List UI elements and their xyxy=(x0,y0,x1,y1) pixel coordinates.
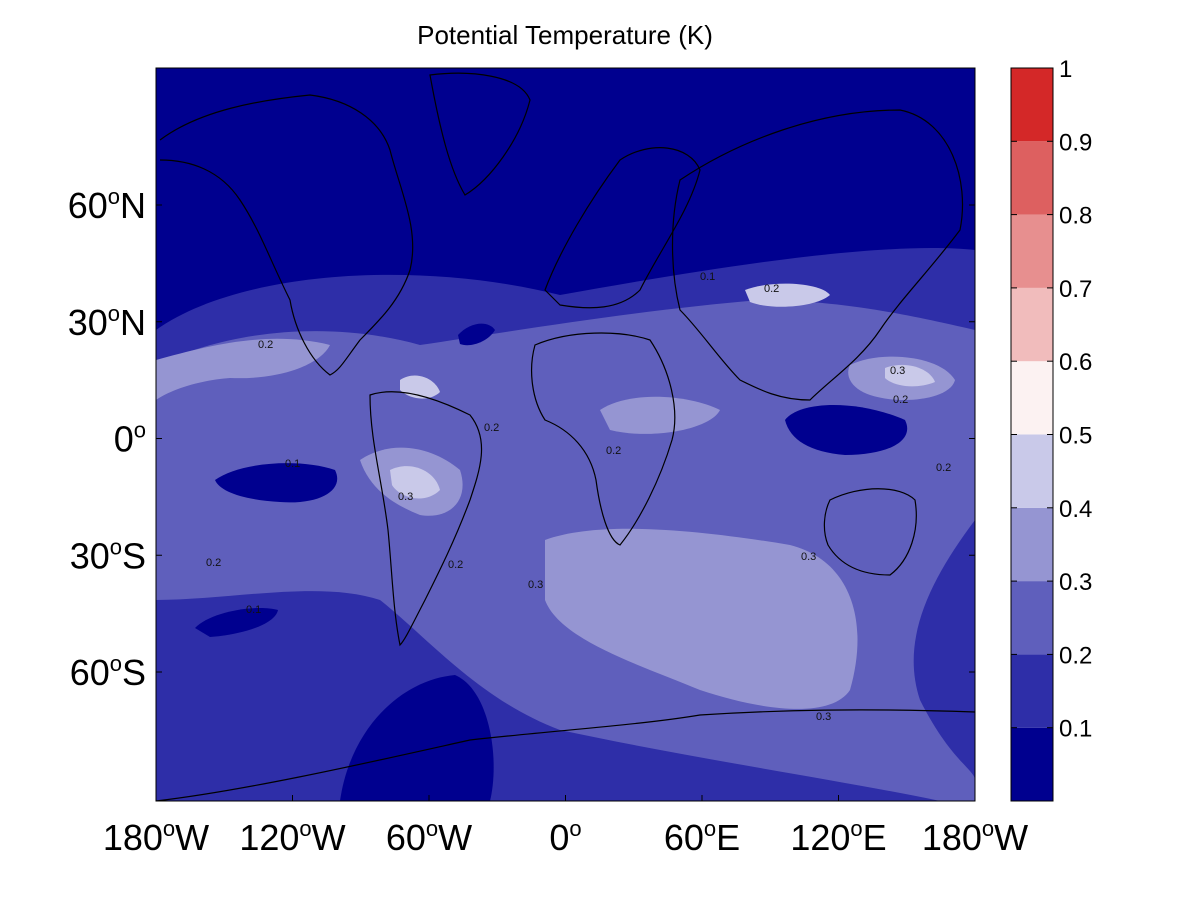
colorbar-tick-label: 0.3 xyxy=(1059,569,1092,596)
tick-label: 0o xyxy=(114,418,146,460)
colorbar-swatch xyxy=(1011,215,1053,288)
colorbar-tick-label: 1 xyxy=(1059,56,1072,83)
tick-label: 60oS xyxy=(70,651,146,693)
tick-label: 180oW xyxy=(922,816,1028,858)
colorbar-tick-label: 0.4 xyxy=(1059,496,1092,523)
contour-label: 0.1 xyxy=(246,604,261,616)
tick-label: 60oN xyxy=(68,184,146,226)
contour-label: 0.3 xyxy=(398,491,413,503)
contour-label: 0.2 xyxy=(606,445,621,457)
colorbar-tick-label: 0.8 xyxy=(1059,203,1092,230)
contour-label: 0.2 xyxy=(206,557,221,569)
tick-label: 180oW xyxy=(103,816,209,858)
contour-label: 0.2 xyxy=(893,394,908,406)
colorbar-swatch xyxy=(1011,68,1053,141)
contour-label: 0.2 xyxy=(936,462,951,474)
tick-label: 30oS xyxy=(70,534,146,576)
colorbar-swatch xyxy=(1011,435,1053,508)
contour-label: 0.2 xyxy=(448,559,463,571)
contour-label: 0.2 xyxy=(484,422,499,434)
tick-label: 60oE xyxy=(664,816,740,858)
contour-label: 0.2 xyxy=(258,339,273,351)
contour-label: 0.2 xyxy=(764,283,779,295)
tick-label: 120oW xyxy=(239,816,345,858)
colorbar-tick-label: 0.7 xyxy=(1059,276,1092,303)
contour-label: 0.3 xyxy=(801,551,816,563)
colorbar-swatch xyxy=(1011,141,1053,214)
colorbar-swatch xyxy=(1011,654,1053,727)
contour-label: 0.3 xyxy=(890,365,905,377)
colorbar-tick-label: 0.9 xyxy=(1059,129,1092,156)
colorbar-tick-label: 0.2 xyxy=(1059,642,1092,669)
tick-label: 0o xyxy=(549,816,581,858)
contour-label: 0.1 xyxy=(285,458,300,470)
colorbar: 0.1 0.2 0.3 0.4 0.5 0.6 0.7 0.8 0.9 1 xyxy=(1011,56,1092,801)
colorbar-swatch xyxy=(1011,361,1053,434)
contour-label: 0.3 xyxy=(528,579,543,591)
longitude-axis: 180oW 120oW 60oW 0o 60oE 120oE 180oW xyxy=(103,795,1028,858)
colorbar-tick-label: 0.6 xyxy=(1059,349,1092,376)
contour-label: 0.1 xyxy=(700,271,715,283)
contour-label: 0.3 xyxy=(816,711,831,723)
colorbar-tick-label: 0.5 xyxy=(1059,423,1092,450)
colorbar-swatch xyxy=(1011,581,1053,654)
tick-label: 30oN xyxy=(68,301,146,343)
tick-label: 120oE xyxy=(790,816,886,858)
colorbar-swatch xyxy=(1011,288,1053,361)
colorbar-swatch xyxy=(1011,728,1053,801)
colorbar-tick-label: 0.1 xyxy=(1059,716,1092,743)
colorbar-swatch xyxy=(1011,508,1053,581)
tick-label: 60oW xyxy=(386,816,472,858)
map-panel: 0.1 0.1 0.1 0.2 0.2 0.2 0.2 0.2 0.2 0.2 … xyxy=(156,68,975,801)
chart-title: Potential Temperature (K) xyxy=(417,20,713,50)
